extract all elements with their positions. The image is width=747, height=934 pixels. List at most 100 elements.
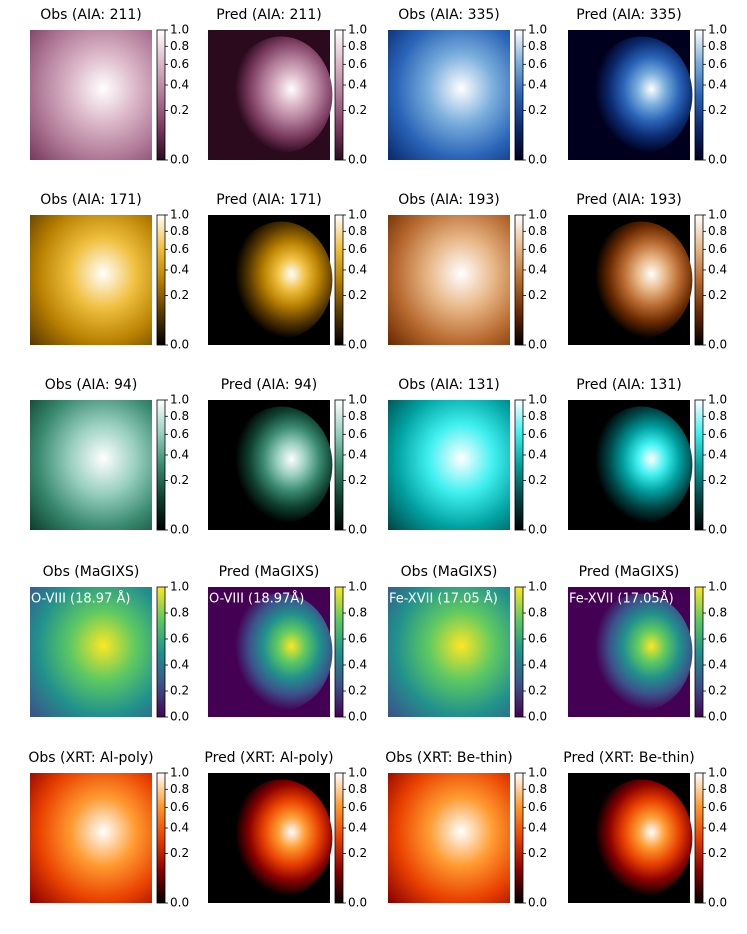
colorbar-tick-label: 0.6 bbox=[708, 242, 727, 256]
colorbar-tick-label: 0.0 bbox=[170, 896, 189, 910]
colorbar-tick-label: 0.2 bbox=[170, 846, 189, 860]
colorbar-tick-label: 1.0 bbox=[528, 580, 547, 594]
colorbar-tick-label: 0.0 bbox=[708, 710, 727, 724]
colorbar-tick-label: 0.4 bbox=[528, 262, 547, 276]
colorbar-tick-label: 1.0 bbox=[348, 208, 367, 222]
colorbar-tick-label: 0.6 bbox=[348, 632, 367, 646]
colorbar-tick-label: 0.2 bbox=[348, 473, 367, 487]
colorbar-tick-label: 0.2 bbox=[708, 103, 727, 117]
image bbox=[589, 779, 693, 897]
colorbar-tick-label: 0.6 bbox=[348, 57, 367, 71]
colorbar bbox=[156, 29, 166, 161]
colorbar-tick-label: 1.0 bbox=[528, 23, 547, 37]
colorbar-tick-label: 0.0 bbox=[528, 710, 547, 724]
image bbox=[30, 30, 152, 160]
colorbar-tick-label: 0.0 bbox=[528, 153, 547, 167]
panel-title: Pred (AIA: 94) bbox=[221, 377, 318, 393]
colorbar-tick-label: 0.0 bbox=[170, 710, 189, 724]
colorbar-tick-label: 0.2 bbox=[348, 684, 367, 698]
colorbar bbox=[156, 399, 166, 531]
colorbar-tick-label: 0.4 bbox=[170, 658, 189, 672]
colorbar-tick-label: 0.2 bbox=[348, 288, 367, 302]
colorbar-tick-label: 0.0 bbox=[528, 896, 547, 910]
colorbar-tick-label: 0.4 bbox=[708, 262, 727, 276]
colorbar-tick-label: 0.6 bbox=[170, 242, 189, 256]
panel-title: Pred (AIA: 131) bbox=[576, 377, 681, 393]
colorbar bbox=[156, 772, 166, 904]
colorbar-tick-label: 1.0 bbox=[170, 23, 189, 37]
colorbar-tick-label: 0.6 bbox=[528, 800, 547, 814]
image bbox=[229, 406, 333, 524]
image bbox=[388, 215, 510, 345]
colorbar-tick-label: 0.8 bbox=[528, 782, 547, 796]
annotation: O-VIII (18.97Å) bbox=[209, 591, 304, 607]
colorbar-tick-label: 0.4 bbox=[528, 820, 547, 834]
colorbar bbox=[694, 29, 704, 161]
colorbar-tick-label: 0.4 bbox=[170, 820, 189, 834]
colorbar bbox=[514, 772, 524, 904]
colorbar-tick-label: 0.2 bbox=[528, 684, 547, 698]
image bbox=[589, 406, 693, 524]
image bbox=[229, 221, 333, 339]
colorbar-tick-label: 0.6 bbox=[708, 57, 727, 71]
colorbar bbox=[694, 586, 704, 718]
colorbar-tick-label: 0.4 bbox=[348, 658, 367, 672]
panel-title: Pred (MaGIXS) bbox=[579, 564, 680, 580]
image bbox=[589, 221, 693, 339]
colorbar bbox=[514, 399, 524, 531]
colorbar-tick-label: 1.0 bbox=[348, 23, 367, 37]
image bbox=[229, 593, 333, 711]
panel-title: Obs (AIA: 211) bbox=[40, 7, 142, 23]
image bbox=[589, 593, 693, 711]
colorbar bbox=[334, 399, 344, 531]
colorbar-tick-label: 0.8 bbox=[348, 782, 367, 796]
colorbar-tick-label: 0.8 bbox=[348, 39, 367, 53]
annotation: Fe-XVII (17.05 Å) bbox=[389, 591, 498, 607]
colorbar-tick-label: 0.8 bbox=[170, 224, 189, 238]
panel-title: Obs (AIA: 94) bbox=[45, 377, 138, 393]
colorbar-tick-label: 0.2 bbox=[528, 103, 547, 117]
colorbar-tick-label: 0.4 bbox=[348, 820, 367, 834]
panel-title: Obs (AIA: 171) bbox=[40, 192, 142, 208]
colorbar-tick-label: 0.6 bbox=[170, 427, 189, 441]
colorbar-tick-label: 0.8 bbox=[528, 39, 547, 53]
colorbar-tick-label: 0.2 bbox=[708, 846, 727, 860]
colorbar-tick-label: 0.2 bbox=[708, 288, 727, 302]
panel-title: Pred (AIA: 335) bbox=[576, 7, 681, 23]
panel-title: Obs (MaGIXS) bbox=[401, 564, 498, 580]
colorbar-tick-label: 0.4 bbox=[708, 658, 727, 672]
colorbar-tick-label: 0.8 bbox=[528, 409, 547, 423]
colorbar-tick-label: 0.8 bbox=[170, 782, 189, 796]
colorbar-tick-label: 0.4 bbox=[348, 77, 367, 91]
colorbar-tick-label: 0.4 bbox=[708, 820, 727, 834]
colorbar bbox=[514, 586, 524, 718]
colorbar-tick-label: 0.0 bbox=[708, 338, 727, 352]
panel-title: Obs (AIA: 193) bbox=[398, 192, 500, 208]
image bbox=[388, 587, 510, 717]
colorbar-tick-label: 0.6 bbox=[528, 242, 547, 256]
colorbar-tick-label: 0.6 bbox=[348, 242, 367, 256]
colorbar-tick-label: 1.0 bbox=[708, 393, 727, 407]
colorbar-tick-label: 0.2 bbox=[528, 288, 547, 302]
colorbar-tick-label: 1.0 bbox=[708, 580, 727, 594]
colorbar bbox=[156, 586, 166, 718]
colorbar bbox=[694, 214, 704, 346]
colorbar-tick-label: 1.0 bbox=[528, 766, 547, 780]
image bbox=[388, 30, 510, 160]
colorbar-tick-label: 0.6 bbox=[708, 800, 727, 814]
panel-title: Obs (XRT: Be-thin) bbox=[385, 750, 512, 766]
colorbar-tick-label: 0.2 bbox=[348, 103, 367, 117]
image bbox=[388, 400, 510, 530]
colorbar-tick-label: 0.2 bbox=[170, 473, 189, 487]
panel-title: Pred (AIA: 193) bbox=[576, 192, 681, 208]
panel-title: Obs (AIA: 131) bbox=[398, 377, 500, 393]
colorbar-tick-label: 1.0 bbox=[528, 393, 547, 407]
image bbox=[229, 779, 333, 897]
colorbar-tick-label: 0.4 bbox=[170, 262, 189, 276]
colorbar-tick-label: 0.8 bbox=[170, 39, 189, 53]
panel-title: Obs (AIA: 335) bbox=[398, 7, 500, 23]
image bbox=[589, 36, 693, 154]
colorbar-tick-label: 0.0 bbox=[348, 338, 367, 352]
panel-title: Pred (MaGIXS) bbox=[219, 564, 320, 580]
